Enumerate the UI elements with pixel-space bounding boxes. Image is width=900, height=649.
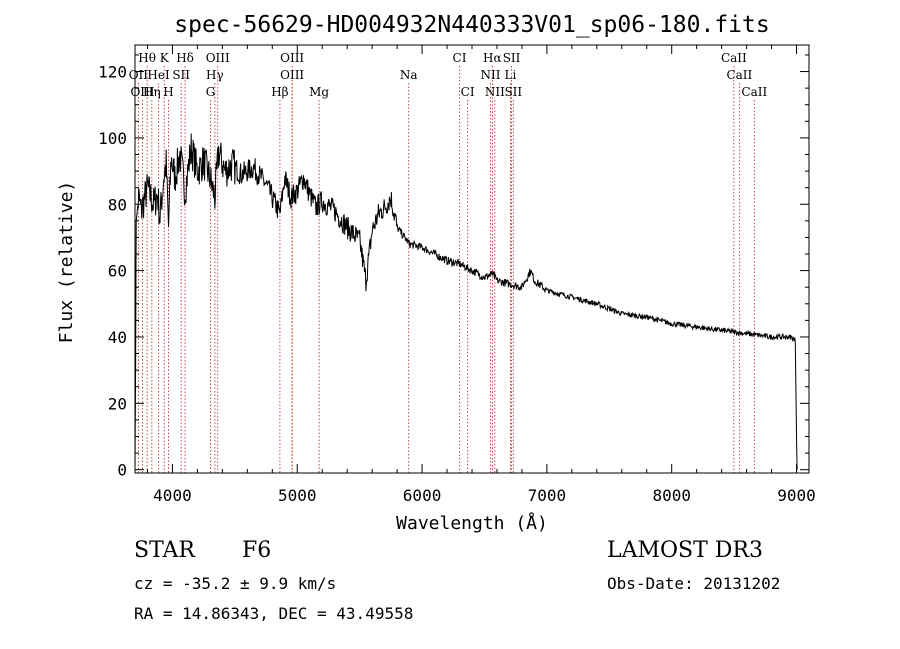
y-axis-label: Flux (relative) — [56, 181, 77, 344]
y-tick-label: 120 — [98, 63, 127, 82]
x-axis: 4000 5000 6000 7000 8000 9000 — [146, 45, 816, 505]
spectral-line-label: OIII — [280, 68, 304, 82]
x-axis-label: Wavelength (Å) — [396, 512, 548, 534]
y-tick-label: 0 — [117, 461, 127, 480]
spectral-line-label: CaII — [741, 85, 767, 99]
spectral-line-label: Hη — [143, 85, 161, 99]
y-tick-label: 80 — [108, 195, 127, 214]
spectral-line-label: Li — [505, 68, 517, 82]
spectral-line-label: G — [206, 85, 216, 99]
spectral-subclass: F6 — [242, 538, 272, 563]
y-tick-label: 100 — [98, 129, 127, 148]
spectral-line-label: CaII — [721, 51, 747, 65]
spectral-line-label: CI — [453, 51, 467, 65]
spectral-line-label: Hδ — [176, 51, 194, 65]
x-tick-label: 9000 — [777, 486, 816, 505]
x-tick-label: 5000 — [278, 486, 317, 505]
spectral-line-label: NII — [485, 85, 505, 99]
spectral-line-label: Mg — [309, 85, 329, 99]
spectral-line-label: SII — [504, 85, 522, 99]
spectral-line-label: Hβ — [271, 85, 288, 99]
spectral-line-label: Na — [400, 68, 418, 82]
y-tick-label: 20 — [108, 394, 127, 413]
spectral-line-label: CaII — [726, 68, 752, 82]
spectral-line-label: K — [160, 51, 170, 65]
spectrum-line — [134, 133, 798, 470]
x-tick-label: 8000 — [652, 486, 691, 505]
spectral-line-label: HeI — [147, 68, 170, 82]
spectral-line-label: OIII — [206, 51, 230, 65]
coordinates-readout: RA = 14.86343, DEC = 43.49558 — [134, 604, 414, 623]
y-axis: 0 20 40 60 80 100 120 — [98, 54, 809, 480]
survey-name: LAMOST DR3 — [607, 538, 763, 563]
spectral-line-label: SII — [172, 68, 190, 82]
x-tick-label: 7000 — [528, 486, 567, 505]
spectral-line-label: H — [163, 85, 173, 99]
chart-title: spec-56629-HD004932N440333V01_sp06-180.f… — [174, 12, 769, 38]
spectral-line-label: OII — [129, 68, 149, 82]
x-tick-label: 6000 — [403, 486, 442, 505]
y-tick-label: 60 — [108, 262, 127, 281]
spectral-line-label: Hγ — [206, 68, 224, 82]
y-tick-label: 40 — [108, 328, 127, 347]
x-tick-label: 4000 — [153, 486, 192, 505]
spectral-line-label: SII — [503, 51, 521, 65]
object-class: STAR — [134, 538, 195, 563]
plot-frame — [134, 44, 810, 474]
spectral-line-label: CI — [461, 85, 475, 99]
spectral-line-label: NII — [480, 68, 500, 82]
spectral-line-label: OIII — [280, 51, 304, 65]
observation-date: Obs-Date: 20131202 — [607, 574, 781, 593]
redshift-readout: cz = -35.2 ± 9.9 km/s — [134, 574, 337, 593]
spectral-line-label: Hθ — [138, 51, 156, 65]
spectral-line-label: Hα — [483, 51, 502, 65]
